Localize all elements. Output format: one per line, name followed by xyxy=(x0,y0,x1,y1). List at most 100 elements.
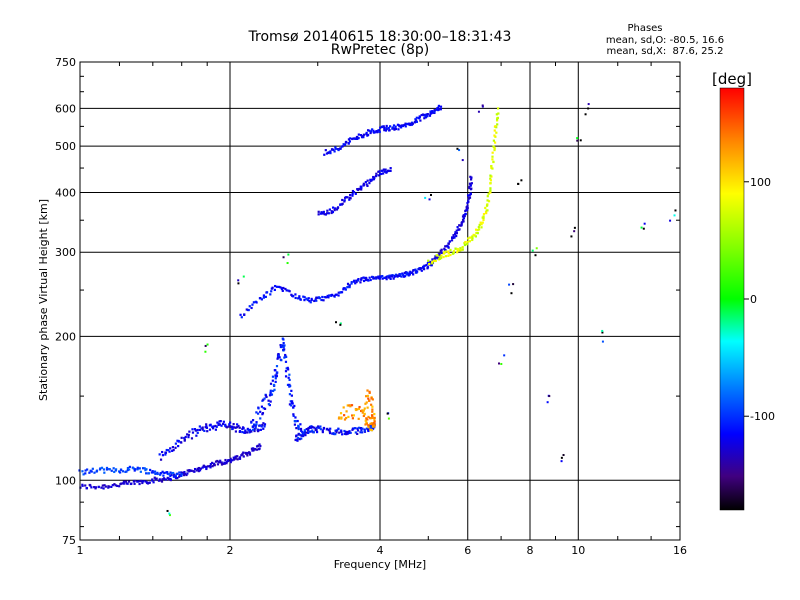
data-point xyxy=(136,480,140,483)
data-point xyxy=(487,192,490,195)
data-point xyxy=(371,178,374,181)
data-point xyxy=(205,425,208,428)
data-point xyxy=(122,482,125,485)
data-point xyxy=(468,240,472,243)
data-point xyxy=(363,412,366,415)
data-point xyxy=(300,437,303,440)
data-point xyxy=(84,472,87,475)
data-point xyxy=(331,206,335,209)
data-point xyxy=(218,423,222,426)
data-point xyxy=(120,468,123,471)
data-point xyxy=(191,428,194,431)
data-point xyxy=(279,286,282,289)
data-point xyxy=(238,456,242,459)
data-point xyxy=(187,436,190,439)
data-point xyxy=(302,432,305,435)
data-point xyxy=(472,233,475,236)
data-point xyxy=(407,122,410,125)
data-point xyxy=(334,429,337,432)
data-point xyxy=(348,430,351,433)
data-point xyxy=(433,109,436,112)
data-point xyxy=(308,425,312,428)
data-point xyxy=(196,431,199,434)
data-point xyxy=(338,431,341,434)
colorbar-ticks: 100 0 -100 xyxy=(744,176,775,423)
data-point xyxy=(317,213,320,216)
data-point xyxy=(282,286,285,290)
data-point xyxy=(342,288,345,291)
data-point xyxy=(289,384,292,388)
data-point xyxy=(494,135,497,138)
stats-heading: Phases xyxy=(627,23,662,34)
data-point xyxy=(183,472,187,475)
data-point xyxy=(373,424,376,427)
data-point xyxy=(371,423,374,426)
data-point xyxy=(216,459,219,463)
data-point xyxy=(315,299,318,302)
data-point xyxy=(297,433,300,436)
data-point xyxy=(418,116,421,119)
data-point xyxy=(100,486,103,489)
data-point xyxy=(489,182,492,185)
data-point xyxy=(328,294,331,297)
data-point xyxy=(321,429,324,432)
data-point xyxy=(439,108,442,111)
data-point xyxy=(447,242,450,245)
data-point xyxy=(339,203,342,206)
data-point xyxy=(420,114,423,117)
data-point xyxy=(339,412,343,415)
data-point xyxy=(490,165,493,168)
data-point xyxy=(433,110,436,114)
data-point xyxy=(337,148,340,152)
data-point xyxy=(474,235,478,238)
data-point xyxy=(534,254,537,257)
data-point xyxy=(409,123,412,127)
data-point xyxy=(270,393,274,396)
data-point xyxy=(366,389,369,392)
data-point xyxy=(141,480,145,483)
data-point xyxy=(156,472,159,476)
data-point xyxy=(161,454,165,457)
data-point xyxy=(415,116,418,119)
data-point xyxy=(482,218,485,222)
data-point xyxy=(364,423,367,426)
data-point xyxy=(444,250,447,253)
data-point xyxy=(164,451,168,454)
data-point xyxy=(375,277,378,280)
data-point xyxy=(387,126,390,130)
data-point xyxy=(452,236,455,240)
data-point xyxy=(383,170,386,173)
data-point xyxy=(334,293,337,296)
data-point xyxy=(405,273,408,276)
data-point xyxy=(298,296,301,299)
data-point xyxy=(188,430,191,433)
data-point xyxy=(484,210,488,214)
data-point xyxy=(460,223,463,226)
data-point xyxy=(321,295,324,299)
data-point xyxy=(601,331,604,334)
data-point xyxy=(186,469,189,472)
data-point xyxy=(491,167,494,170)
data-point xyxy=(419,268,422,271)
data-point xyxy=(265,291,269,294)
data-point xyxy=(468,185,471,188)
data-point xyxy=(158,453,161,456)
data-point xyxy=(139,470,142,473)
data-point xyxy=(275,285,279,288)
data-point xyxy=(112,467,115,470)
data-point xyxy=(315,428,318,432)
data-point xyxy=(269,293,272,296)
data-point xyxy=(420,269,423,272)
data-point xyxy=(340,291,344,294)
data-point xyxy=(449,248,452,252)
data-point xyxy=(177,440,180,443)
data-point xyxy=(329,152,332,155)
data-point xyxy=(368,390,371,393)
data-point xyxy=(346,282,350,285)
data-point xyxy=(385,170,388,173)
data-point xyxy=(157,479,161,482)
data-point xyxy=(373,420,376,423)
data-point xyxy=(372,129,375,132)
data-point xyxy=(199,467,203,470)
data-point xyxy=(278,356,281,359)
